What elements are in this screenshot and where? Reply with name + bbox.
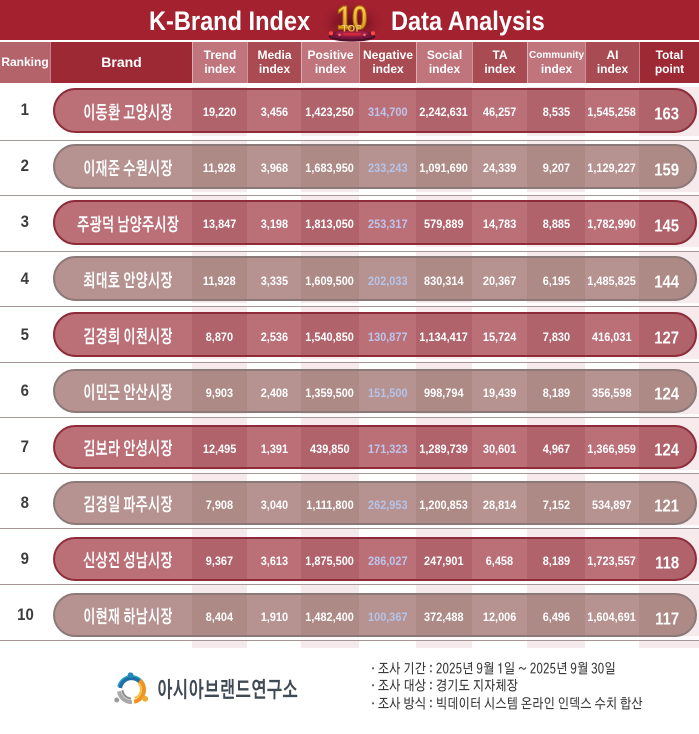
- svg-text:TOP: TOP: [341, 23, 362, 34]
- svg-text:10: 10: [337, 0, 368, 37]
